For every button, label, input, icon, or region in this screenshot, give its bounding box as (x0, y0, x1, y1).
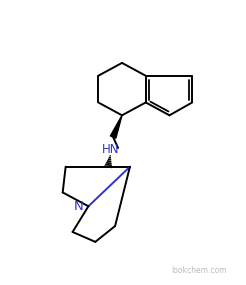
Text: lookchem.com: lookchem.com (171, 266, 227, 276)
Text: HN: HN (101, 143, 119, 156)
Polygon shape (110, 115, 122, 138)
Text: N: N (74, 200, 83, 213)
